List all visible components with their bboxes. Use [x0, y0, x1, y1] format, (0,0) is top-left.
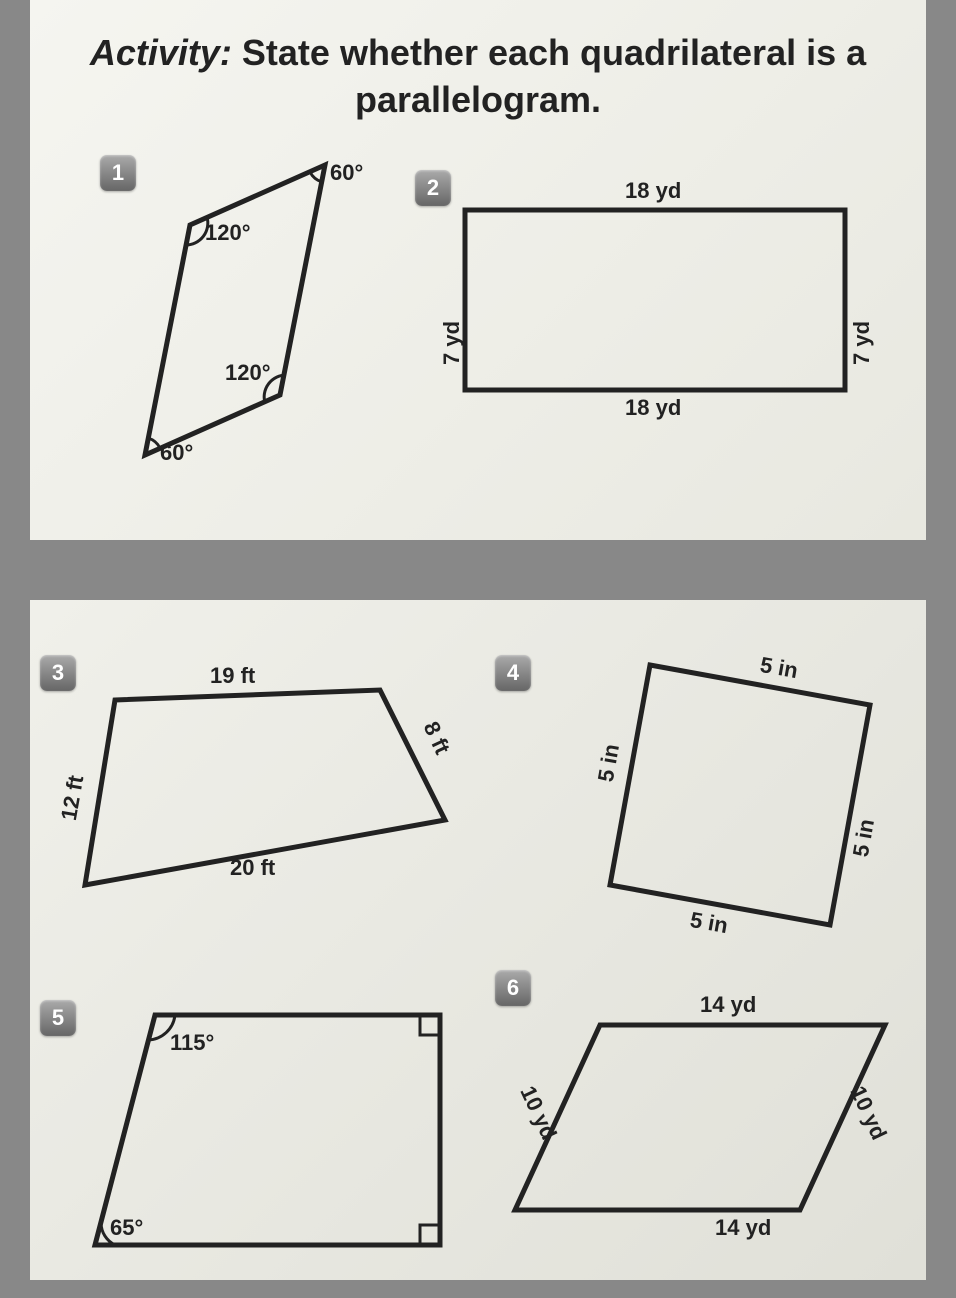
angle-upper-left: 120°: [205, 220, 251, 246]
side-top: 18 yd: [625, 178, 681, 204]
side-bottom-6: 14 yd: [715, 1215, 771, 1241]
side-left: 7 yd: [439, 321, 465, 365]
title-text: State whether each quadrilateral is a pa…: [242, 32, 866, 120]
angle-bottom: 60°: [160, 440, 193, 466]
side-top-3: 19 ft: [210, 663, 255, 689]
activity-label: Activity:: [90, 32, 232, 73]
side-top-6: 14 yd: [700, 992, 756, 1018]
angle-top: 60°: [330, 160, 363, 186]
parallelogram-1-svg: [120, 150, 380, 480]
problem-1: 60° 120° 120° 60°: [120, 150, 380, 480]
paper-bottom: 3 19 ft 8 ft 12 ft 20 ft 4 5 in 5 in 5 i…: [30, 600, 926, 1280]
rectangle-2-svg: [425, 170, 905, 430]
badge-4: 4: [495, 655, 531, 691]
side-bottom: 18 yd: [625, 395, 681, 421]
paper-top: Activity: State whether each quadrilater…: [30, 0, 926, 540]
angle-5-bottom-left: 65°: [110, 1215, 143, 1241]
problem-6: 14 yd 10 yd 10 yd 14 yd: [490, 970, 920, 1250]
badge-5: 5: [40, 1000, 76, 1036]
angle-5-top-left: 115°: [170, 1030, 214, 1056]
side-right: 7 yd: [849, 321, 875, 365]
page-title: Activity: State whether each quadrilater…: [70, 30, 886, 124]
angle-lower-right: 120°: [225, 360, 271, 386]
problem-3: 19 ft 8 ft 12 ft 20 ft: [50, 655, 480, 915]
problem-4: 5 in 5 in 5 in 5 in: [535, 630, 935, 950]
problem-2: 18 yd 18 yd 7 yd 7 yd: [425, 170, 905, 430]
problem-5: 115° 65°: [75, 990, 475, 1270]
square-4-svg: [535, 630, 935, 950]
side-bottom-3: 20 ft: [230, 855, 275, 881]
